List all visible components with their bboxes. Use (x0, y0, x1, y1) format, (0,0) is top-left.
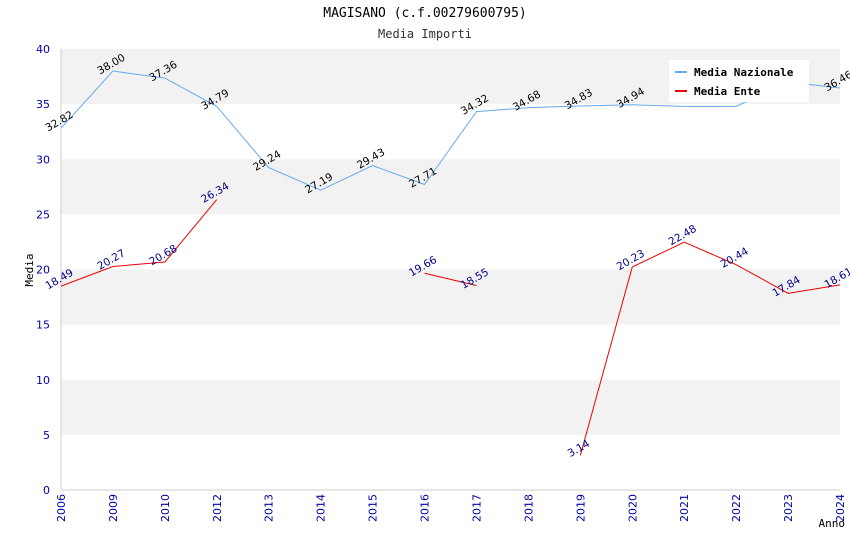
legend-label: Media Ente (694, 85, 761, 98)
y-tick-label: 15 (36, 319, 50, 332)
y-tick-label: 5 (43, 429, 50, 442)
grid-band (61, 104, 840, 160)
x-tick-label: 2024 (834, 494, 847, 522)
grid-band (61, 159, 840, 215)
x-tick-label: 2019 (574, 494, 587, 522)
grid-band (61, 269, 840, 325)
grid-band (61, 434, 840, 490)
x-tick-label: 2018 (522, 494, 535, 522)
x-tick-label: 2023 (782, 494, 795, 522)
x-tick-label: 2022 (730, 494, 743, 522)
x-tick-label: 2006 (55, 494, 68, 522)
legend-box (669, 60, 809, 102)
x-tick-label: 2013 (263, 494, 276, 522)
chart-title: MAGISANO (c.f.00279600795) (323, 6, 527, 21)
series-lines (60, 70, 841, 456)
x-tick-label: 2015 (367, 494, 380, 522)
series-line-1 (60, 199, 218, 287)
grid-band (61, 324, 840, 380)
legend: Media Nazionale Media Ente (669, 60, 809, 102)
x-tick-label: 2016 (419, 494, 432, 522)
legend-label: Media Nazionale (694, 66, 794, 79)
series-line-1 (579, 241, 841, 456)
grid-band (61, 379, 840, 435)
series-line-1 (424, 272, 477, 286)
y-tick-label: 35 (36, 98, 50, 111)
grid-band (61, 214, 840, 270)
y-axis-title: Media (23, 253, 36, 286)
x-tick-label: 2020 (626, 494, 639, 522)
y-tick-label: 30 (36, 153, 50, 166)
x-tick-label: 2021 (678, 494, 691, 522)
grid-bands (61, 49, 840, 490)
x-tick-labels: 2006 2009 2010 2012 2013 2014 2015 2016 2017 2018… (55, 494, 847, 522)
x-tick-label: 2014 (315, 494, 328, 522)
y-tick-labels: 0 5 10 15 20 25 30 35 40 (36, 43, 50, 497)
y-tick-label: 25 (36, 208, 50, 221)
x-tick-label: 2012 (211, 494, 224, 522)
y-tick-label: 20 (36, 264, 50, 277)
y-tick-label: 40 (36, 43, 50, 56)
y-tick-label: 0 (43, 484, 50, 497)
x-axis-title: Anno (819, 517, 846, 530)
chart-subtitle: Media Importi (378, 27, 472, 41)
x-tick-label: 2009 (107, 494, 120, 522)
x-tick-label: 2010 (159, 494, 172, 522)
axes (60, 49, 840, 491)
series-line-0 (60, 70, 841, 191)
y-tick-label: 10 (36, 374, 50, 387)
x-tick-label: 2017 (470, 494, 483, 522)
